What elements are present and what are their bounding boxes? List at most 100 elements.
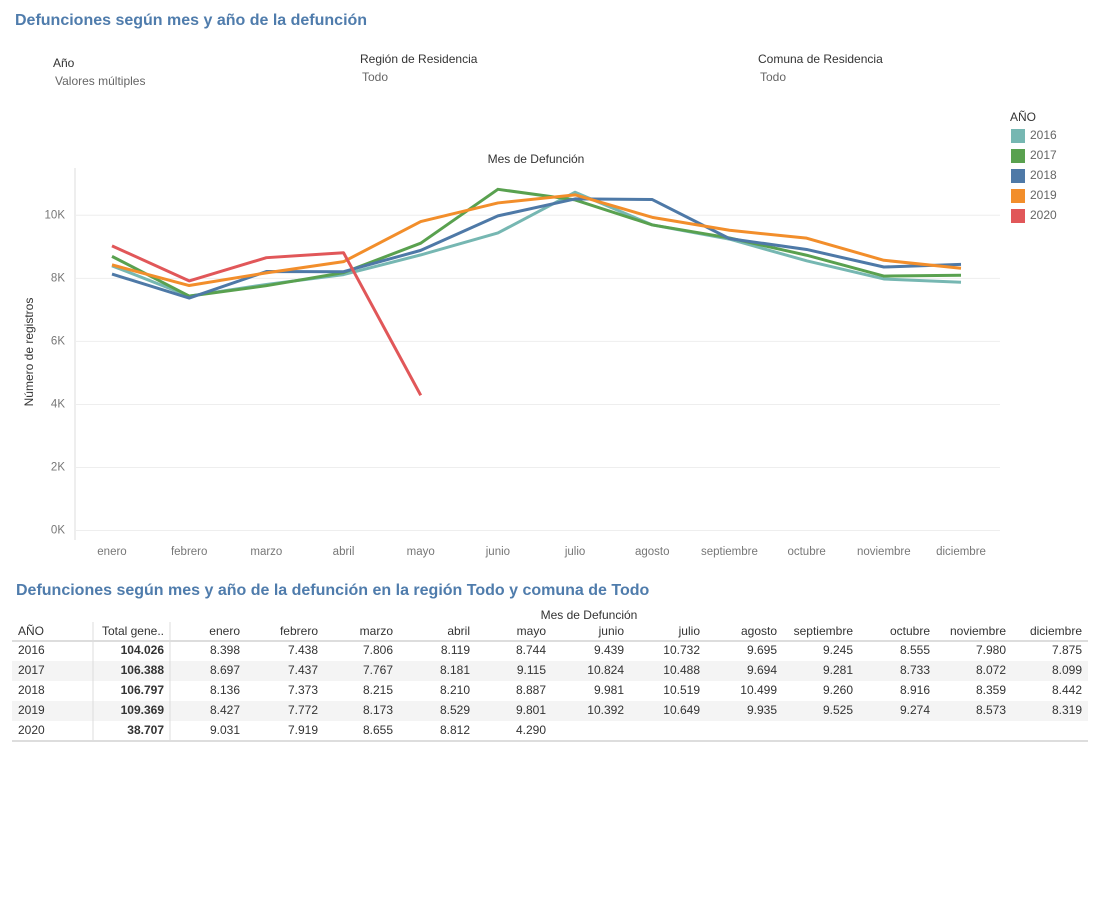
x-tick-label: junio bbox=[485, 546, 510, 558]
table-cell: 2018 bbox=[18, 683, 45, 697]
column-header: Total gene.. bbox=[102, 624, 164, 638]
table-cell: 10.488 bbox=[663, 663, 700, 677]
x-axis-label: Mes de Defunción bbox=[488, 152, 585, 166]
table-cell: 7.767 bbox=[363, 663, 393, 677]
table-cell: 8.359 bbox=[976, 683, 1006, 697]
series-line bbox=[111, 187, 962, 298]
filter-value[interactable]: Todo bbox=[362, 70, 388, 84]
table-cell: 104.026 bbox=[121, 643, 165, 657]
table-cell: 8.319 bbox=[1052, 703, 1082, 717]
table-cell: 7.438 bbox=[288, 643, 318, 657]
legend-label: 2016 bbox=[1030, 128, 1057, 142]
table-cell: 9.525 bbox=[823, 703, 853, 717]
table-cell: 8.398 bbox=[210, 643, 240, 657]
table-cell: 8.573 bbox=[976, 703, 1006, 717]
legend-label: 2017 bbox=[1030, 148, 1057, 162]
column-header: marzo bbox=[360, 624, 394, 638]
table-cell: 8.697 bbox=[210, 663, 240, 677]
table-cell: 7.919 bbox=[288, 723, 318, 737]
table-cell: 9.115 bbox=[517, 663, 546, 677]
series-line bbox=[111, 193, 962, 288]
column-header: mayo bbox=[517, 624, 547, 638]
table-cell: 8.099 bbox=[1052, 663, 1082, 677]
table-cell: 2020 bbox=[18, 723, 45, 737]
table-cell: 4.290 bbox=[516, 723, 546, 737]
table-cell: 9.695 bbox=[747, 643, 777, 657]
table-cell: 106.797 bbox=[121, 683, 165, 697]
column-header: enero bbox=[209, 624, 240, 638]
table-cell: 109.369 bbox=[121, 703, 165, 717]
table-cell: 8.427 bbox=[210, 703, 240, 717]
column-header: julio bbox=[678, 624, 701, 638]
column-header: octubre bbox=[890, 624, 930, 638]
legend-label: 2020 bbox=[1030, 208, 1057, 222]
row-band bbox=[12, 661, 1088, 681]
legend-label: 2019 bbox=[1030, 188, 1057, 202]
table-cell: 8.744 bbox=[516, 643, 546, 657]
legend-swatch bbox=[1011, 169, 1025, 183]
y-tick-label: 2K bbox=[51, 462, 65, 474]
column-header: diciembre bbox=[1030, 624, 1082, 638]
y-tick-label: 0K bbox=[51, 525, 65, 537]
table-cell: 9.260 bbox=[823, 683, 853, 697]
table-cell: 10.392 bbox=[587, 703, 624, 717]
filter-label: Región de Residencia bbox=[360, 52, 478, 66]
filter-label: Año bbox=[53, 56, 75, 70]
y-tick-label: 8K bbox=[51, 272, 65, 284]
x-tick-label: julio bbox=[564, 546, 585, 558]
table-cell: 2019 bbox=[18, 703, 45, 717]
table-cell: 7.875 bbox=[1052, 643, 1082, 657]
table-group-header: Mes de Defunción bbox=[541, 608, 638, 622]
legend-title: AÑO bbox=[1010, 110, 1036, 124]
table-cell: 7.980 bbox=[976, 643, 1006, 657]
table-cell: 9.439 bbox=[594, 643, 624, 657]
table-cell: 38.707 bbox=[127, 723, 164, 737]
column-header: septiembre bbox=[794, 624, 854, 638]
table-cell: 9.031 bbox=[210, 723, 240, 737]
table-cell: 8.119 bbox=[441, 643, 470, 657]
table-cell: 8.442 bbox=[1052, 683, 1082, 697]
filter-label: Comuna de Residencia bbox=[758, 52, 883, 66]
table-cell: 10.824 bbox=[587, 663, 624, 677]
legend-swatch bbox=[1011, 209, 1025, 223]
legend-label: 2018 bbox=[1030, 168, 1057, 182]
table-cell: 10.649 bbox=[663, 703, 700, 717]
table-cell: 8.210 bbox=[440, 683, 470, 697]
x-tick-label: marzo bbox=[250, 546, 282, 558]
y-tick-label: 4K bbox=[51, 398, 65, 410]
y-tick-label: 10K bbox=[45, 209, 66, 221]
filter-value[interactable]: Valores múltiples bbox=[55, 74, 145, 88]
table-cell: 9.935 bbox=[747, 703, 777, 717]
table-cell: 10.732 bbox=[663, 643, 700, 657]
filter-value[interactable]: Todo bbox=[760, 70, 786, 84]
table-cell: 7.772 bbox=[288, 703, 318, 717]
table-cell: 7.373 bbox=[288, 683, 318, 697]
table-cell: 8.529 bbox=[440, 703, 470, 717]
table-cell: 8.555 bbox=[900, 643, 930, 657]
table-cell: 7.806 bbox=[363, 643, 393, 657]
x-tick-label: enero bbox=[97, 546, 126, 558]
legend-swatch bbox=[1011, 149, 1025, 163]
column-header: febrero bbox=[280, 624, 318, 638]
table-cell: 8.812 bbox=[440, 723, 470, 737]
table-cell: 8.181 bbox=[440, 663, 470, 677]
table-cell: 9.801 bbox=[516, 703, 546, 717]
column-header: AÑO bbox=[18, 624, 44, 638]
column-header: junio bbox=[598, 624, 625, 638]
table-cell: 9.281 bbox=[823, 663, 853, 677]
x-tick-label: agosto bbox=[635, 546, 670, 558]
x-tick-label: octubre bbox=[787, 546, 825, 558]
table-cell: 7.437 bbox=[288, 663, 318, 677]
row-band bbox=[12, 701, 1088, 721]
table-cell: 8.173 bbox=[363, 703, 393, 717]
y-axis-label: Número de registros bbox=[22, 298, 36, 407]
table-cell: 8.655 bbox=[363, 723, 393, 737]
table-cell: 2017 bbox=[18, 663, 45, 677]
table-cell: 106.388 bbox=[121, 663, 165, 677]
dashboard-title: Defunciones según mes y año de la defunc… bbox=[15, 12, 367, 29]
y-tick-label: 6K bbox=[51, 335, 65, 347]
x-tick-label: diciembre bbox=[936, 546, 986, 558]
column-header: abril bbox=[447, 624, 470, 638]
x-tick-label: febrero bbox=[171, 546, 207, 558]
table-cell: 2016 bbox=[18, 643, 45, 657]
